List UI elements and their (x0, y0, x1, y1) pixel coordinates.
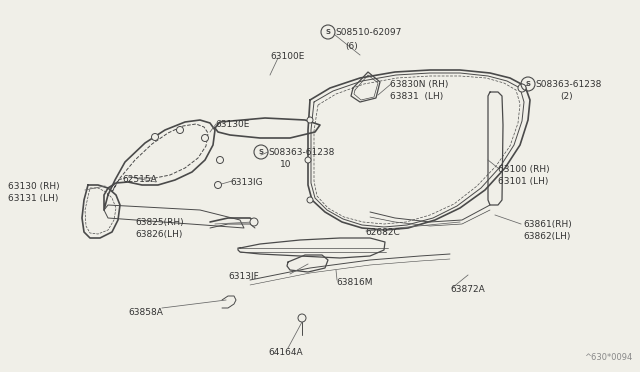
Text: 63101 (LH): 63101 (LH) (498, 177, 548, 186)
Circle shape (307, 197, 313, 203)
Text: (6): (6) (345, 42, 358, 51)
Text: 63131 (LH): 63131 (LH) (8, 194, 58, 203)
Polygon shape (104, 120, 215, 210)
Text: 64164A: 64164A (268, 348, 303, 357)
Circle shape (214, 182, 221, 189)
Text: S08363-61238: S08363-61238 (268, 148, 334, 157)
Polygon shape (351, 72, 380, 102)
Text: S: S (259, 149, 264, 155)
Text: 6313lG: 6313lG (230, 178, 262, 187)
Text: 63830N (RH): 63830N (RH) (390, 80, 449, 89)
Circle shape (307, 117, 313, 123)
Circle shape (298, 314, 306, 322)
Text: S: S (525, 81, 531, 87)
Circle shape (216, 157, 223, 164)
Text: 63100 (RH): 63100 (RH) (498, 165, 550, 174)
Text: 62515A: 62515A (122, 175, 157, 184)
Polygon shape (308, 70, 530, 230)
Text: ^630*0094: ^630*0094 (584, 353, 632, 362)
Circle shape (177, 126, 184, 134)
Text: (2): (2) (560, 92, 573, 101)
Text: S08363-61238: S08363-61238 (535, 80, 602, 89)
Polygon shape (215, 118, 320, 138)
Text: 63826(LH): 63826(LH) (135, 230, 182, 239)
Text: 10: 10 (280, 160, 291, 169)
Polygon shape (287, 255, 328, 272)
Text: 63862(LH): 63862(LH) (523, 232, 570, 241)
Text: 63130 (RH): 63130 (RH) (8, 182, 60, 191)
Text: 63825(RH): 63825(RH) (135, 218, 184, 227)
Text: S: S (326, 29, 330, 35)
Circle shape (305, 157, 311, 163)
Text: 6313lF: 6313lF (228, 272, 259, 281)
Text: 63100E: 63100E (270, 52, 305, 61)
Circle shape (152, 134, 159, 141)
Text: 63130E: 63130E (215, 120, 250, 129)
Circle shape (518, 84, 526, 92)
Circle shape (202, 135, 209, 141)
Text: 62682C: 62682C (365, 228, 400, 237)
Text: 63872A: 63872A (450, 285, 484, 294)
Text: S08510-62097: S08510-62097 (335, 28, 401, 37)
Text: 63816M: 63816M (336, 278, 372, 287)
Text: 63861(RH): 63861(RH) (523, 220, 572, 229)
Polygon shape (238, 238, 385, 258)
Text: 63858A: 63858A (128, 308, 163, 317)
Text: 63831  (LH): 63831 (LH) (390, 92, 444, 101)
Circle shape (250, 218, 258, 226)
Polygon shape (488, 92, 503, 205)
Polygon shape (82, 185, 120, 238)
